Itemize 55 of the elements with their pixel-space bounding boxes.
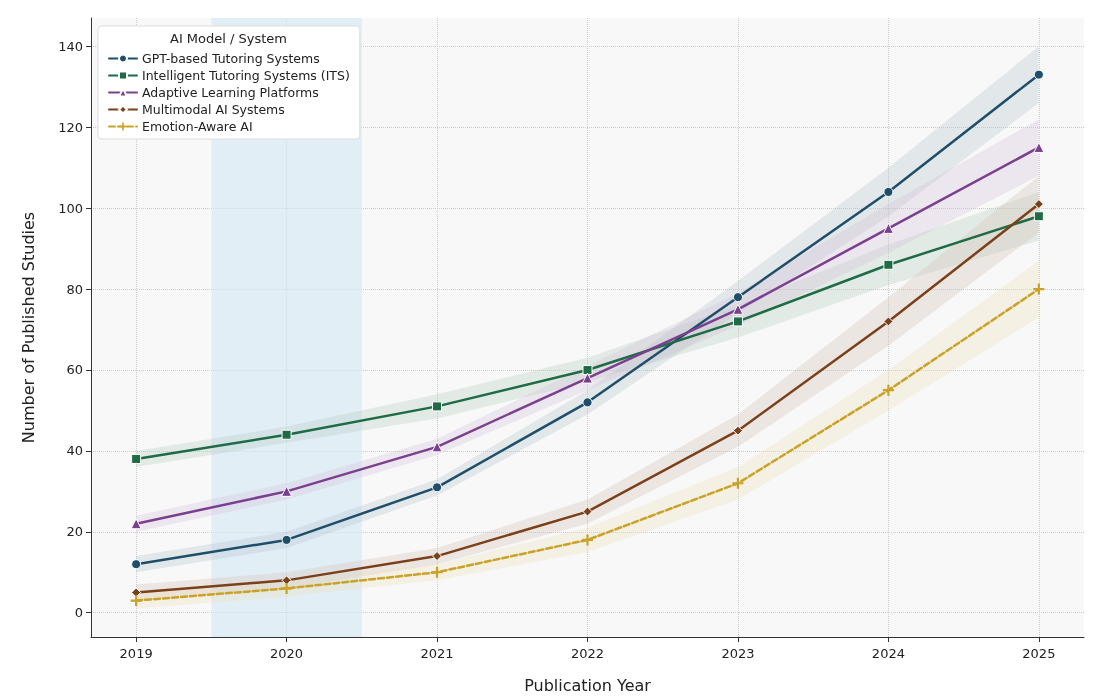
y-axis-title: Number of Published Studies xyxy=(18,211,38,444)
point xyxy=(131,453,142,464)
point xyxy=(883,259,894,270)
point xyxy=(431,441,443,453)
point xyxy=(582,534,593,546)
point xyxy=(281,582,293,594)
y-tick-label: 140 xyxy=(58,38,83,54)
x-tick-label: 2024 xyxy=(871,646,905,661)
point xyxy=(883,186,894,197)
point xyxy=(1033,283,1045,295)
point xyxy=(432,551,443,562)
x-tick-label: 2020 xyxy=(270,646,304,661)
point xyxy=(582,397,593,408)
point xyxy=(883,316,894,327)
point xyxy=(582,372,593,384)
point xyxy=(1033,199,1044,210)
point xyxy=(281,485,293,497)
point xyxy=(1033,69,1044,80)
legend-label: Multimodal AI Systems xyxy=(142,102,285,117)
legend-label: GPT-based Tutoring Systems xyxy=(142,51,320,66)
point xyxy=(431,566,443,578)
point xyxy=(732,303,744,315)
point xyxy=(432,482,443,493)
point xyxy=(582,364,593,375)
x-tick-label: 2023 xyxy=(721,646,755,661)
point xyxy=(732,292,743,303)
y-tick-label: 40 xyxy=(66,443,83,459)
point xyxy=(882,384,894,396)
point xyxy=(281,534,292,545)
legend-title: AI Model / System xyxy=(170,31,288,46)
x-tick-label: 2022 xyxy=(570,646,605,661)
x-tick-label: 2019 xyxy=(119,646,153,661)
point xyxy=(732,425,743,436)
y-tick-label: 20 xyxy=(66,524,83,540)
y-tick-label: 60 xyxy=(66,362,83,378)
point xyxy=(130,518,142,530)
point xyxy=(732,477,744,489)
point xyxy=(1033,211,1044,222)
point xyxy=(732,316,743,327)
x-axis-title: Publication Year xyxy=(524,675,652,695)
point xyxy=(582,506,593,517)
point xyxy=(131,559,142,570)
y-tick-label: 0 xyxy=(74,605,83,621)
y-tick-label: 100 xyxy=(58,200,83,216)
legend-label: Emotion-Aware AI xyxy=(142,119,253,134)
point xyxy=(432,401,443,412)
point xyxy=(130,595,142,607)
legend-label: Intelligent Tutoring Systems (ITS) xyxy=(142,68,350,83)
y-tick-label: 120 xyxy=(58,119,83,135)
y-tick-label: 80 xyxy=(66,281,83,297)
x-tick-label: 2021 xyxy=(420,646,454,661)
x-tick-label: 2025 xyxy=(1022,646,1056,661)
point xyxy=(281,429,292,440)
legend-label: Adaptive Learning Platforms xyxy=(142,85,319,100)
point xyxy=(882,222,894,234)
